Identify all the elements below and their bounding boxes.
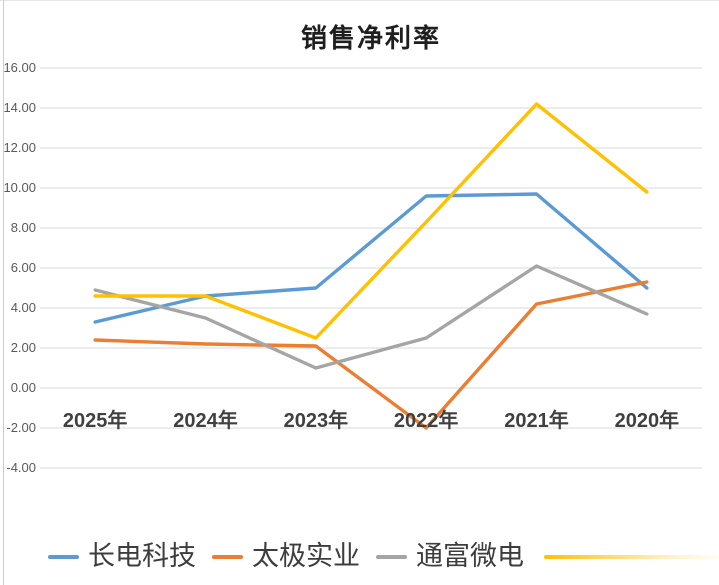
y-axis-tick-label: 8.00 [10, 220, 36, 235]
x-axis-tick-label: 2020年 [614, 410, 680, 432]
y-axis-tick-label: 4.00 [10, 300, 36, 315]
x-axis-tick-label: 2021年 [504, 410, 569, 432]
legend-marker [376, 555, 407, 559]
y-axis-tick-label: -4.00 [6, 460, 36, 475]
x-axis-tick-label: 2025年 [62, 410, 128, 432]
legend-label: 太极实业 [252, 541, 360, 572]
y-axis-tick-label: 0.00 [10, 380, 36, 395]
legend-marker [48, 555, 79, 559]
legend-item-1: 太极实业 [212, 540, 360, 574]
x-axis-tick-label: 2023年 [283, 410, 349, 432]
series-line-通富微电 [93, 264, 649, 370]
series-line-长电科技 [93, 192, 649, 324]
chart-title: 销售净利率 [300, 24, 441, 54]
legend-item-2: 通富微电 [376, 540, 524, 574]
y-axis-tick-label: 16.00 [3, 60, 36, 75]
legend-item-0: 长电科技 [48, 540, 196, 574]
top-border-line [0, 0, 719, 1]
y-axis-tick-label: 14.00 [3, 100, 36, 115]
series-line-太极实业 [93, 280, 649, 430]
legend-marker-truncated [544, 555, 719, 559]
legend-label: 长电科技 [88, 541, 196, 572]
series-line-unnamed-3 [93, 102, 649, 340]
x-axis-tick-label: 2022年 [393, 410, 459, 432]
y-axis-tick-label: 12.00 [3, 140, 36, 155]
left-border-line [3, 0, 4, 585]
x-axis-tick-label: 2024年 [173, 410, 238, 432]
y-axis-tick-label: -2.00 [6, 420, 36, 435]
y-axis-tick-label: 10.00 [3, 180, 36, 195]
legend: 长电科技 太极实业 通富微电 [48, 539, 719, 575]
y-axis-tick-label: 2.00 [10, 340, 36, 355]
legend-marker [212, 555, 243, 559]
y-axis-tick-label: 6.00 [10, 260, 36, 275]
legend-label: 通富微电 [416, 541, 524, 572]
